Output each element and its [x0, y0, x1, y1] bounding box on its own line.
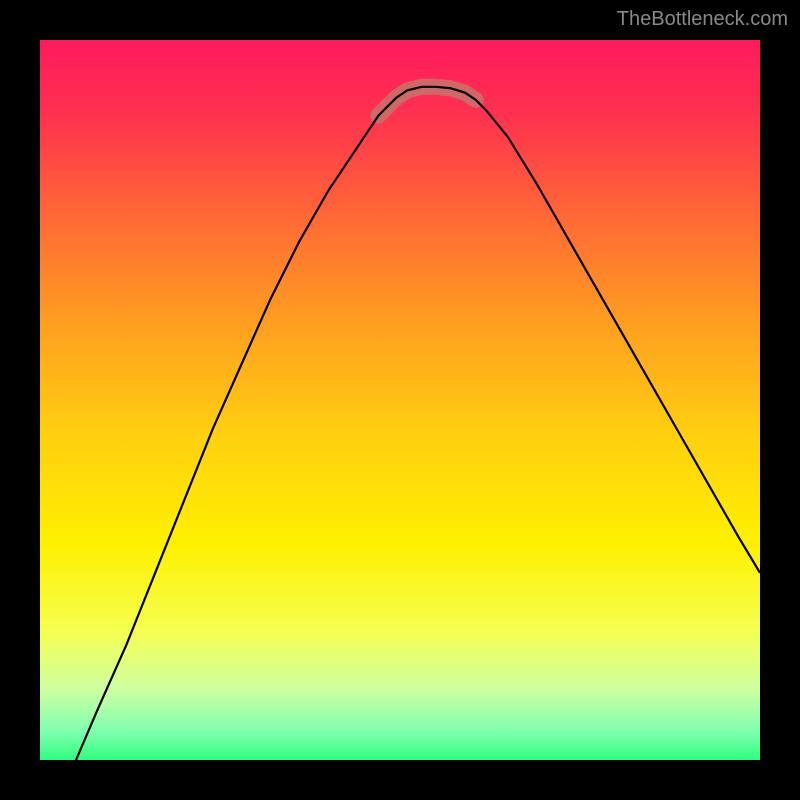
bottleneck-curve — [76, 87, 760, 760]
watermark-text: TheBottleneck.com — [617, 8, 788, 31]
curve-layer — [40, 40, 760, 760]
bottleneck-chart — [40, 40, 760, 760]
